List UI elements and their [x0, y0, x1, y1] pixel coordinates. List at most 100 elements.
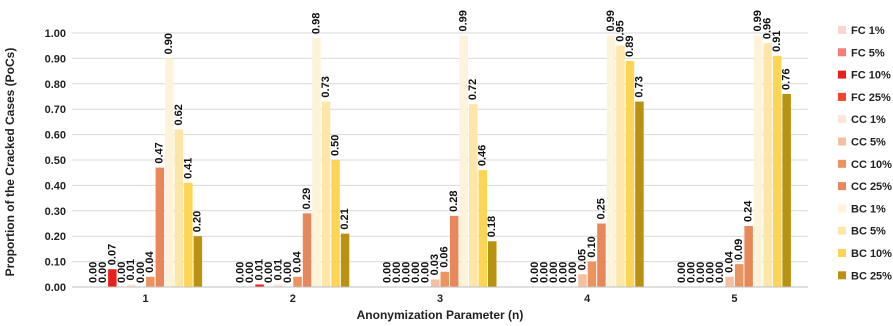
data-label: 0.00: [97, 262, 109, 283]
legend-swatch: [838, 115, 846, 124]
data-label: 0.00: [420, 262, 432, 283]
data-label: 0.00: [567, 262, 579, 283]
bar: [108, 269, 117, 287]
y-tick-label: 0.10: [45, 257, 66, 269]
data-label: 0.89: [624, 36, 636, 57]
data-label: 0.09: [733, 239, 745, 260]
legend-label: FC 25%: [851, 92, 891, 104]
bar: [340, 233, 350, 287]
y-tick-label: 1.00: [45, 28, 66, 40]
data-label: 0.50: [329, 135, 341, 156]
data-label: 0.29: [301, 188, 313, 209]
bar: [744, 226, 753, 287]
data-label: 0.06: [439, 246, 451, 267]
data-label: 0.00: [686, 262, 698, 283]
bar: [772, 55, 782, 287]
data-label: 0.04: [144, 251, 156, 273]
data-label: 0.00: [557, 262, 569, 283]
y-tick-label: 0.60: [45, 130, 66, 142]
data-label: 0.00: [282, 262, 294, 283]
bar: [763, 43, 772, 287]
legend-label: CC 5%: [851, 137, 886, 149]
data-label: 0.10: [586, 236, 598, 257]
legend-swatch: [838, 226, 846, 235]
data-label: 0.47: [154, 142, 166, 163]
bar: [478, 170, 487, 287]
bar: [431, 279, 440, 287]
data-label: 0.07: [106, 244, 118, 265]
y-tick-label: 0.40: [45, 180, 66, 192]
data-label: 0.00: [382, 262, 394, 283]
bar: [597, 223, 606, 287]
bar: [625, 60, 635, 287]
y-tick-label: 0.70: [45, 104, 66, 116]
y-axis-title: Proportion of the Cracked Cases (PoCs): [3, 48, 17, 277]
bar: [155, 167, 165, 287]
data-label: 0.00: [714, 262, 726, 283]
y-tick-label: 0.30: [45, 206, 66, 218]
data-label: 0.05: [576, 249, 588, 270]
y-tick-label: 0.50: [45, 155, 66, 167]
legend-swatch: [838, 159, 846, 168]
data-label: 0.46: [477, 145, 489, 166]
data-label: 0.00: [401, 262, 413, 283]
bar: [321, 101, 331, 287]
data-label: 0.18: [486, 216, 498, 237]
legend-swatch: [838, 137, 846, 146]
bar: [450, 215, 459, 287]
data-label: 0.00: [410, 262, 422, 283]
bar: [488, 241, 497, 287]
legend-label: BC 5%: [851, 226, 886, 238]
bar: [127, 284, 136, 287]
y-axis-ticks: 0.00 0.10 0.20 0.30 0.40 0.50 0.60 0.70 0.80 0.90…: [45, 28, 66, 294]
bar: [587, 261, 597, 287]
x-axis-ticks: 1 2 3 4 5: [143, 293, 738, 305]
legend-swatch: [838, 70, 846, 79]
data-label: 0.62: [173, 104, 185, 125]
bar: [193, 236, 203, 287]
x-tick-label: 2: [290, 293, 296, 305]
data-label: 0.03: [429, 254, 441, 275]
y-tick-label: 0.90: [45, 53, 66, 65]
data-label: 0.04: [724, 251, 736, 273]
y-tick-label: 0.80: [45, 79, 66, 91]
legend-label: BC 25%: [851, 270, 892, 282]
data-label: 0.00: [529, 262, 541, 283]
bar: [255, 284, 264, 287]
data-label: 0.99: [605, 10, 617, 31]
legend-label: BC 10%: [851, 248, 892, 260]
x-axis-title: Anonymization Parameter (n): [357, 308, 524, 322]
bar: [734, 264, 744, 287]
bars: [108, 35, 791, 288]
bar: [578, 274, 587, 287]
data-label: 0.21: [339, 208, 351, 229]
data-label: 0.00: [548, 262, 560, 283]
bar: [174, 129, 184, 287]
x-tick-label: 4: [584, 293, 591, 305]
legend-swatch: [838, 271, 846, 280]
bar: [302, 213, 312, 287]
x-tick-label: 3: [437, 293, 443, 305]
data-label: 0.00: [135, 262, 147, 283]
data-label: 0.73: [633, 76, 645, 97]
data-label: 0.99: [752, 10, 764, 31]
data-label: 0.99: [458, 10, 470, 31]
data-label: 0.91: [771, 30, 783, 51]
data-label: 0.96: [762, 18, 774, 39]
data-label: 0.00: [538, 262, 550, 283]
data-label: 0.01: [253, 259, 265, 280]
legend-label: CC 1%: [851, 114, 886, 126]
legend-swatch: [838, 26, 846, 34]
legend-swatch: [838, 48, 846, 57]
legend-swatch: [838, 92, 846, 101]
bar: [293, 276, 302, 287]
data-label: 0.00: [676, 262, 688, 283]
bar: [312, 38, 321, 287]
bar: [753, 35, 763, 287]
bar: [146, 276, 155, 287]
legend-label: BC 1%: [851, 203, 886, 215]
data-label: 0.25: [595, 198, 607, 219]
bar: [635, 101, 644, 287]
bar: [331, 160, 340, 287]
data-label: 0.00: [116, 262, 128, 283]
